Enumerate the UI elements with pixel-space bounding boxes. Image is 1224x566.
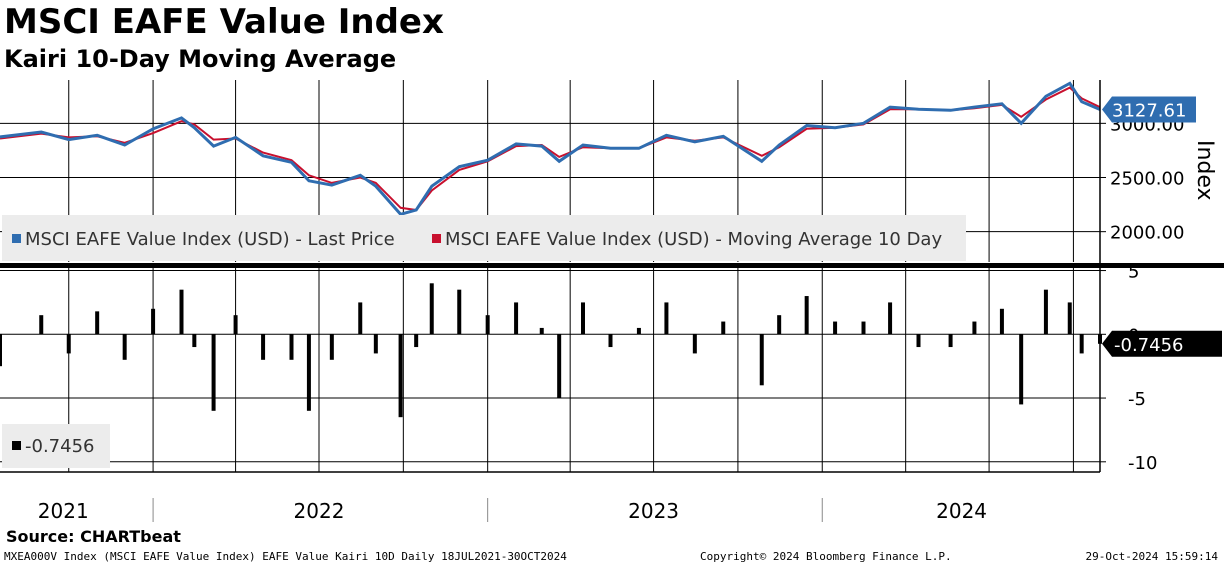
kairi-bar [192,334,197,348]
kairi-bar [759,334,764,386]
y-tick-label: 5 [1128,262,1139,283]
chart-subtitle: Kairi 10-Day Moving Average [4,45,397,73]
legend-swatch-red [432,233,441,243]
kairi-bar [1067,302,1072,335]
kairi-bar [581,302,585,335]
top-panel-legend: MSCI EAFE Value Index (USD) - Last Price… [2,215,966,261]
moving-average-line [0,86,1101,212]
kairi-bar [972,321,977,335]
kairi-bar [636,327,641,335]
kairi-bar [692,334,697,354]
kairi-bar [429,283,434,335]
legend-swatch-black [12,440,21,450]
legend-label-last-price: MSCI EAFE Value Index (USD) - Last Price [25,229,395,250]
kairi-bar [777,315,782,335]
kairi-tag-label: -0.7456 [1114,335,1183,356]
y-tick-label: 2000.00 [1110,223,1184,244]
legend-swatch-blue [12,233,21,243]
kairi-bar [485,315,490,335]
legend-item-moving-average: MSCI EAFE Value Index (USD) - Moving Ave… [432,229,942,250]
kairi-bar [888,302,893,335]
x-year-label: 2022 [294,499,345,523]
last-price-tag [1102,96,1196,123]
kairi-bar [1043,289,1048,335]
kairi-bar [557,334,562,399]
bottom-panel-legend: -0.7456 [2,424,110,468]
footer-description: MXEA000V Index (MSCI EAFE Value Index) E… [4,550,567,563]
chart-title: MSCI EAFE Value Index [4,2,444,42]
y-tick-label: -10 [1128,453,1157,474]
kairi-bar [0,334,2,367]
kairi-bar [608,334,613,348]
y-tick-label: -5 [1128,389,1146,410]
kairi-bar [1019,334,1024,405]
y-axis-label: Index [1192,140,1217,201]
kairi-bar [398,334,403,418]
x-year-label: 2023 [628,499,679,523]
kairi-tag [1102,330,1222,357]
kairi-bar [66,334,71,354]
kairi-bar [261,334,266,360]
kairi-bar [539,327,544,335]
kairi-bar [95,311,100,335]
kairi-bar [329,334,334,360]
legend-item-last-price: MSCI EAFE Value Index (USD) - Last Price [12,229,395,250]
kairi-bar [1079,334,1084,354]
x-year-label: 2021 [38,499,89,523]
kairi-bar [306,334,311,411]
kairi-bar [414,334,419,348]
legend-label-moving-average: MSCI EAFE Value Index (USD) - Moving Ave… [445,229,943,250]
y-tick-label: 2500.00 [1110,169,1184,190]
kairi-bar [664,302,669,335]
x-year-label: 2024 [936,499,987,523]
kairi-bars [0,283,1102,418]
kairi-bar [948,334,953,348]
kairi-bar [211,334,216,411]
last-price-line [0,81,1101,216]
kairi-bar [804,296,809,335]
last-value-tags: 3127.61 -0.7456 [1102,96,1222,357]
grid-lines [0,80,1100,472]
kairi-bar [721,321,726,335]
footer-timestamp: 29-Oct-2024 15:59:14 [1085,550,1218,563]
kairi-bar [39,315,44,335]
kairi-bar [514,302,519,335]
kairi-bar [916,334,921,348]
kairi-bar [373,334,378,354]
footer-copyright: Copyright© 2024 Bloomberg Finance L.P. [700,550,952,563]
source-note: Source: CHARTbeat [6,527,181,546]
kairi-bar [861,321,866,335]
axes: 2000.002500.003000.0050-5-10Index2021202… [0,80,1224,523]
legend-label-kairi: -0.7456 [25,436,95,457]
kairi-bar [358,302,363,335]
kairi-bar [289,334,294,360]
kairi-bar [233,315,238,335]
legend-item-kairi: -0.7456 [12,436,94,457]
kairi-bar [122,334,127,360]
kairi-bar [457,289,462,335]
last-price-tag-label: 3127.61 [1112,101,1186,122]
kairi-bar [179,289,184,335]
panel-divider [0,263,1224,268]
kairi-bar [999,308,1004,335]
kairi-bar [151,308,156,335]
price-lines [0,81,1101,216]
kairi-bar [833,321,838,335]
